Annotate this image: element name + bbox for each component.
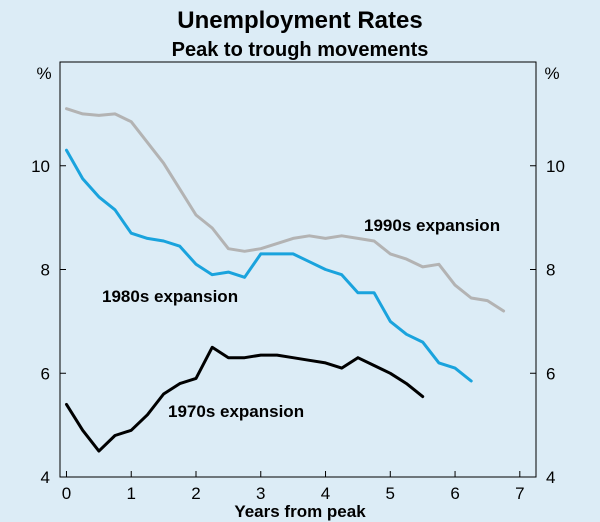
x-tick-label: 1 [127,484,136,503]
y-tick-label-left: 8 [41,261,50,280]
x-tick-label: 7 [515,484,524,503]
series-label-1970s: 1970s expansion [168,402,304,421]
y-ticks-left: 4 6 8 10 [31,157,66,487]
chart-title: Unemployment Rates [177,7,422,34]
series-line-1990s [65,107,506,313]
y-unit-left: % [36,64,51,83]
x-axis-label: Years from peak [234,502,366,521]
y-tick-label-left: 10 [31,157,50,176]
y-unit-right: % [544,64,559,83]
y-tick-label-right: 8 [546,261,555,280]
chart-subtitle: Peak to trough movements [172,39,429,61]
x-ticks: 0 1 2 3 4 5 6 7 [62,471,525,503]
series-line-1980s [65,148,473,383]
x-tick-label: 4 [321,484,330,503]
y-tick-label-right: 6 [546,364,555,383]
x-tick-label: 5 [386,484,395,503]
x-tick-label: 6 [450,484,459,503]
y-tick-label-left: 6 [41,364,50,383]
series-label-1990s: 1990s expansion [364,216,500,235]
x-tick-label: 0 [62,484,71,503]
y-tick-label-left: 4 [41,468,50,487]
series-lines [65,107,506,453]
series-label-1980s: 1980s expansion [102,287,238,306]
x-tick-label: 3 [256,484,265,503]
x-tick-label: 2 [191,484,200,503]
series-line-1970s [65,345,425,453]
y-ticks-right: 4 6 8 10 [530,157,565,487]
y-tick-label-right: 10 [546,157,565,176]
y-tick-label-right: 4 [546,468,555,487]
